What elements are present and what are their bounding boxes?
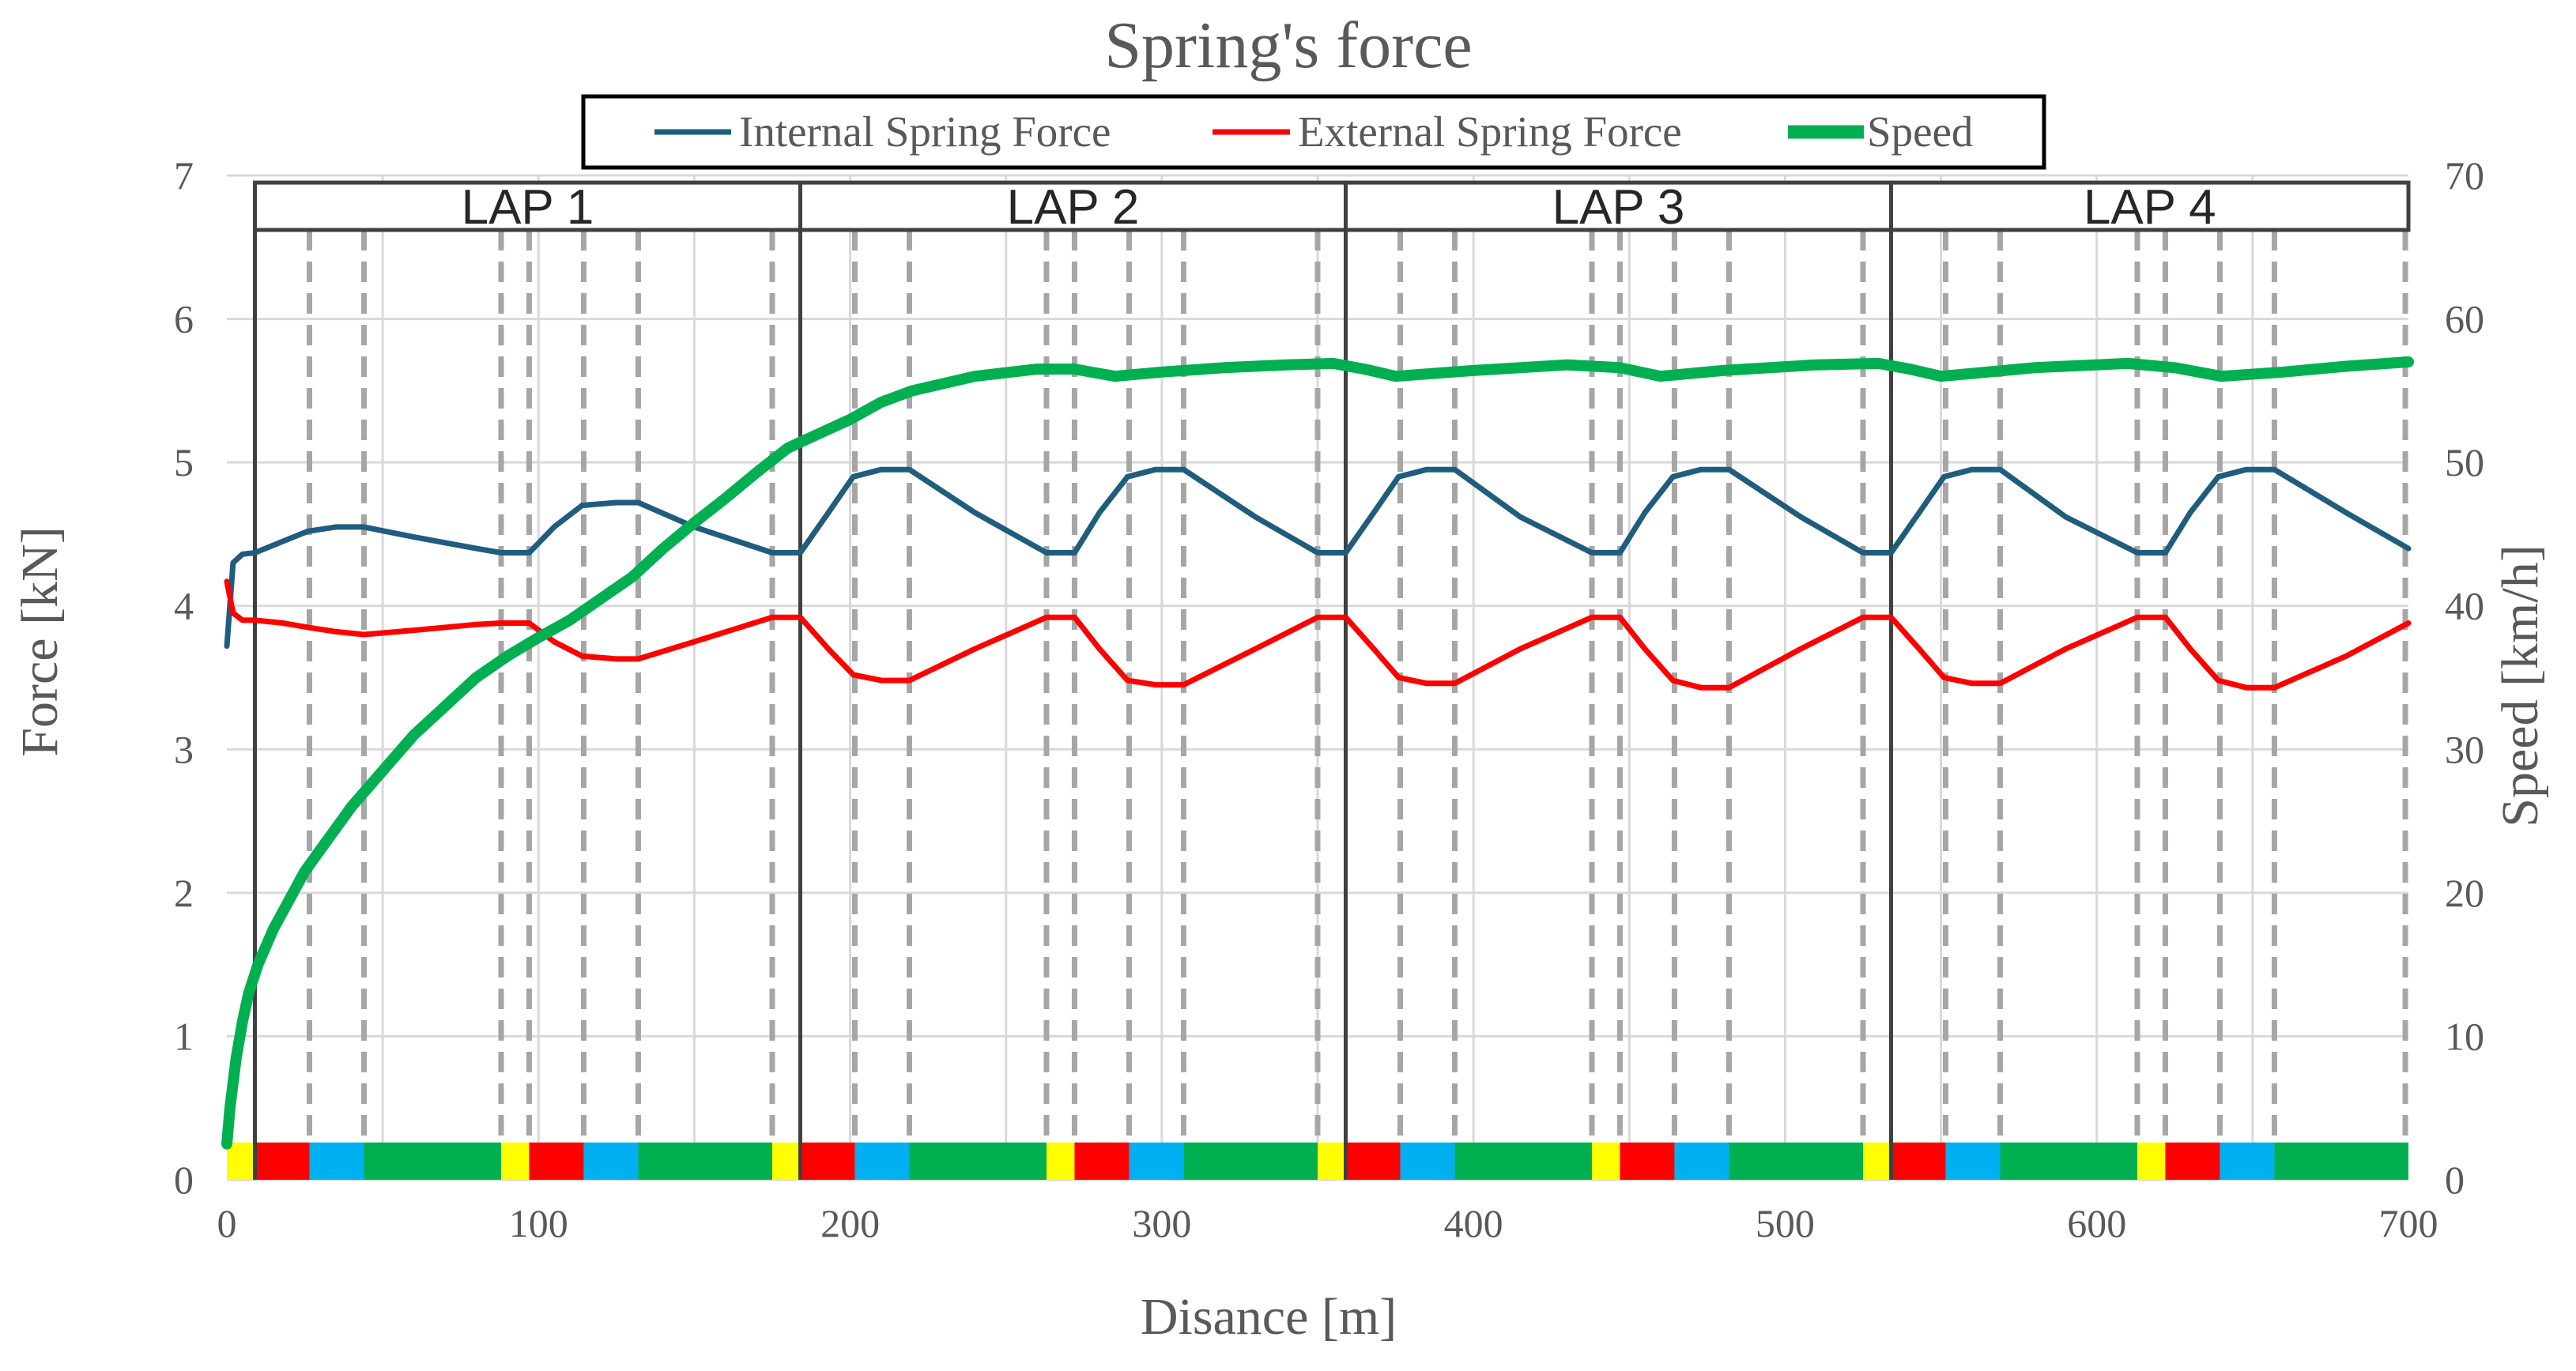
y-left-tick-label: 4 [174, 584, 194, 628]
y-left-tick-label: 6 [174, 297, 194, 341]
x-tick-label: 500 [1756, 1201, 1815, 1245]
course-segment-green [2000, 1142, 2137, 1180]
course-segment-red [1345, 1142, 1401, 1180]
y-left-tick-label: 5 [174, 440, 194, 484]
axis-layer: 0 100 200 300 400 500 600 700012345670102030405… [174, 153, 2484, 1245]
x-tick-label: 600 [2067, 1201, 2126, 1245]
course-segment-blue [2220, 1142, 2275, 1180]
lap-label: LAP 3 [1552, 180, 1685, 235]
y-right-tick-label: 70 [2445, 153, 2484, 198]
course-segment-yellow [2137, 1142, 2166, 1180]
course-segment-blue [1400, 1142, 1455, 1180]
legend-label-internal: Internal Spring Force [739, 107, 1111, 156]
course-segment-green [638, 1142, 772, 1180]
sector-dashed-lines [306, 229, 2408, 1143]
lap-header-box [1888, 180, 2411, 232]
y-left-tick-label: 1 [174, 1014, 194, 1058]
course-segment-yellow [1046, 1142, 1075, 1180]
series-line-external-spring-force [224, 578, 2412, 691]
course-segment-red [1891, 1142, 1946, 1180]
y-axis-left-label: Force [kN] [11, 526, 69, 756]
y-left-tick-label: 2 [174, 871, 194, 915]
course-segment-green [1729, 1142, 1863, 1180]
lap-label: LAP 4 [2084, 180, 2216, 235]
course-segment-green [364, 1142, 501, 1180]
course-segment-green [1183, 1142, 1318, 1180]
y-right-tick-label: 0 [2445, 1158, 2465, 1202]
course-segment-red [1620, 1142, 1675, 1180]
course-segment-red [255, 1142, 310, 1180]
course-segment-yellow [1318, 1142, 1346, 1180]
y-left-tick-label: 3 [174, 727, 194, 771]
x-tick-label: 300 [1132, 1201, 1191, 1245]
course-segment-red [1074, 1142, 1130, 1180]
course-segment-red [2165, 1142, 2220, 1180]
x-tick-label: 700 [2379, 1201, 2438, 1245]
y-axis-right-label: Speed [km/h] [2491, 544, 2549, 827]
course-segment-blue [309, 1142, 364, 1180]
course-segment-red [800, 1142, 855, 1180]
series-line-speed [221, 356, 2414, 1150]
course-segment-yellow [1591, 1142, 1620, 1180]
course-segment-green [2274, 1142, 2408, 1180]
y-right-tick-label: 20 [2445, 871, 2484, 915]
lap-boxes: LAP 1 LAP 2 LAP 3 LAP 4 [252, 180, 2411, 1180]
lap-label: LAP 1 [462, 180, 594, 235]
legend-label-speed: Speed [1867, 107, 1973, 156]
course-segment-green [1454, 1142, 1592, 1180]
course-segment-blue [1674, 1142, 1729, 1180]
series-layer [221, 356, 2414, 1150]
course-segment-red [529, 1142, 584, 1180]
y-left-tick-label: 0 [174, 1158, 194, 1202]
course-segment-yellow [500, 1142, 530, 1180]
y-right-tick-label: 30 [2445, 727, 2484, 771]
course-segment-green [909, 1142, 1047, 1180]
x-tick-label: 100 [509, 1201, 568, 1245]
course-segment-bar [227, 1142, 2408, 1180]
x-tick-label: 200 [820, 1201, 880, 1245]
y-left-tick-label: 7 [174, 153, 194, 198]
course-segment-yellow [772, 1142, 801, 1180]
x-tick-label: 0 [217, 1201, 237, 1245]
x-tick-label: 400 [1444, 1201, 1503, 1245]
course-segment-blue [854, 1142, 910, 1180]
course-segment-yellow [1863, 1142, 1891, 1180]
course-segment-blue [583, 1142, 639, 1180]
lap-header-box [1343, 180, 1893, 232]
series-line-internal-spring-force [224, 466, 2412, 650]
lap-header-box [798, 180, 1348, 232]
y-right-tick-label: 60 [2445, 297, 2484, 341]
x-axis-label: Disance [m] [1141, 1288, 1397, 1346]
legend-label-external: External Spring Force [1298, 107, 1682, 156]
course-segment-blue [1129, 1142, 1184, 1180]
y-right-tick-label: 10 [2445, 1014, 2484, 1058]
chart-title: Spring's force [1104, 9, 1472, 82]
course-segment-yellow [227, 1142, 255, 1180]
course-segment-blue [1945, 1142, 2001, 1180]
legend: Internal Spring Force External Spring Fo… [581, 94, 2046, 170]
y-right-tick-label: 50 [2445, 440, 2484, 484]
lap-label: LAP 2 [1007, 180, 1140, 235]
y-right-tick-label: 40 [2445, 584, 2484, 628]
